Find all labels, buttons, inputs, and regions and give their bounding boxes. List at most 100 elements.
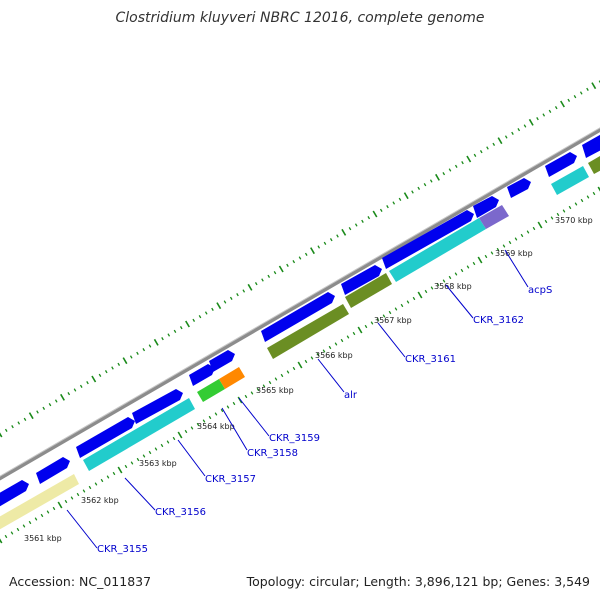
minor-tick — [64, 499, 68, 504]
gene-label: CKR_3158 — [247, 448, 298, 459]
minor-tick — [526, 230, 530, 234]
minor-tick — [484, 254, 488, 259]
major-tick — [537, 221, 543, 229]
scale-label: 3565 kbp — [256, 386, 294, 395]
scale-label: 3568 kbp — [434, 282, 472, 291]
minor-tick — [348, 227, 352, 231]
minor-tick — [379, 208, 383, 212]
minor-tick — [574, 202, 578, 206]
minor-tick — [517, 128, 521, 132]
gene-label: CKR_3155 — [97, 544, 148, 555]
feature-bar — [0, 474, 79, 530]
minor-tick — [280, 373, 284, 378]
minor-tick — [454, 272, 458, 276]
minor-tick — [286, 370, 290, 374]
minor-tick — [586, 87, 589, 91]
major-tick — [60, 393, 65, 401]
minor-tick — [454, 164, 458, 168]
feature-bar — [389, 218, 486, 282]
minor-tick — [148, 450, 152, 455]
minor-tick — [256, 387, 260, 392]
major-tick — [341, 228, 347, 236]
forward-gene-arrow — [261, 292, 335, 342]
inner-scale-ticks — [0, 186, 600, 544]
minor-tick — [367, 216, 371, 220]
minor-tick — [273, 271, 277, 275]
major-tick — [528, 118, 534, 126]
major-tick — [417, 291, 423, 299]
minor-tick — [198, 315, 202, 319]
leader-line — [124, 477, 156, 511]
major-tick — [57, 501, 63, 509]
genome-summary-text: Topology: circular; Length: 3,896,121 bp… — [246, 574, 590, 589]
minor-tick — [17, 421, 21, 425]
minor-tick — [254, 282, 258, 286]
gene-label: alr — [344, 390, 358, 401]
forward-gene-arrow — [473, 196, 499, 218]
minor-tick — [166, 440, 170, 444]
minor-tick — [211, 307, 214, 311]
forward-gene-arrow — [209, 350, 235, 372]
gene-label: CKR_3156 — [155, 507, 206, 518]
minor-tick — [411, 190, 414, 194]
forward-gene-arrow — [189, 364, 215, 386]
minor-tick — [79, 384, 83, 388]
minor-tick — [573, 95, 577, 99]
minor-tick — [173, 329, 177, 333]
minor-tick — [244, 394, 248, 399]
forward-gene-arrow — [582, 134, 600, 158]
minor-tick — [16, 527, 20, 532]
minor-tick — [473, 153, 477, 157]
major-tick — [466, 155, 472, 163]
leader-line — [377, 322, 406, 358]
minor-tick — [386, 205, 389, 209]
forward-cds-track — [0, 134, 600, 507]
minor-tick — [511, 131, 514, 135]
minor-tick — [580, 198, 584, 203]
minor-tick — [317, 245, 321, 249]
minor-tick — [461, 161, 464, 165]
minor-tick — [556, 212, 560, 217]
minor-tick — [460, 268, 464, 273]
minor-tick — [98, 373, 102, 377]
map-title: Clostridium kluyveri NBRC 12016, complet… — [115, 10, 485, 26]
scale-label: 3566 kbp — [315, 351, 353, 360]
minor-tick — [340, 338, 344, 343]
minor-tick — [112, 471, 116, 476]
leader-line — [317, 358, 345, 393]
major-tick — [560, 100, 565, 108]
minor-tick — [214, 412, 218, 416]
minor-tick — [22, 524, 26, 528]
major-tick — [403, 192, 409, 200]
minor-tick — [490, 251, 494, 255]
minor-tick — [323, 241, 327, 245]
leader-line — [66, 509, 98, 549]
major-tick — [310, 247, 315, 255]
major-tick — [0, 538, 3, 544]
minor-tick — [136, 351, 139, 355]
minor-tick — [423, 183, 427, 187]
minor-tick — [466, 265, 470, 269]
minor-tick — [448, 168, 452, 172]
minor-tick — [554, 106, 558, 110]
scale-labels: 3561 kbp 3562 kbp 3563 kbp 3564 kbp 3565… — [24, 216, 593, 543]
minor-tick — [598, 80, 600, 84]
minor-tick — [542, 113, 546, 117]
feature-bar — [345, 273, 392, 308]
feature-bar — [83, 398, 195, 471]
gene-label: acpS — [528, 285, 552, 296]
minor-tick — [568, 205, 572, 210]
forward-gene-arrow — [36, 457, 70, 484]
major-tick — [597, 186, 600, 192]
minor-tick — [472, 261, 476, 266]
forward-gene-arrow — [545, 152, 577, 177]
minor-tick — [532, 226, 536, 231]
major-tick — [591, 82, 597, 90]
minor-tick — [364, 324, 368, 329]
minor-tick — [204, 311, 208, 315]
minor-tick — [36, 410, 39, 414]
feature-bar — [551, 166, 589, 195]
major-tick — [177, 431, 183, 439]
minor-tick — [142, 348, 146, 352]
forward-gene-arrow — [0, 480, 29, 507]
